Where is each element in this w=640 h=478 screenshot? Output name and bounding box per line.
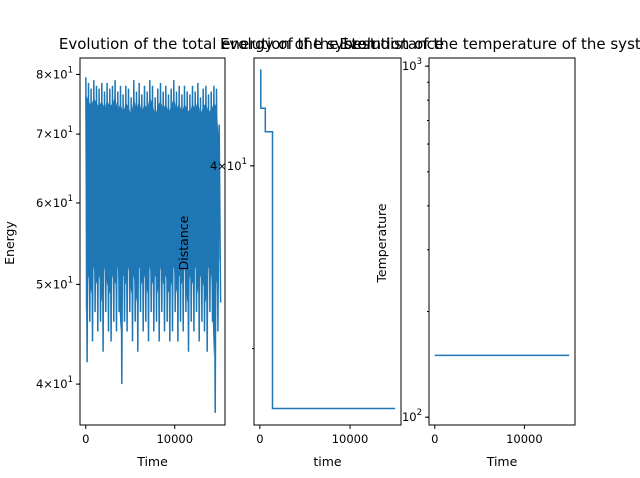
series-line bbox=[259, 69, 396, 410]
x-tick-label: 10000 bbox=[506, 432, 543, 446]
y-tick-mantissa: 10 bbox=[402, 59, 417, 73]
y-tick-mantissa: 8 bbox=[36, 67, 43, 81]
y-tick-mantissa: 7 bbox=[36, 127, 43, 141]
y-tick-exponent: 1 bbox=[68, 375, 73, 385]
y-tick-label: 5×101 bbox=[36, 275, 73, 291]
x-tick-label: 10000 bbox=[332, 432, 369, 446]
y-tick-exponent: 1 bbox=[68, 275, 73, 285]
y-tick-label: 4×101 bbox=[210, 157, 247, 173]
y-tick-times: ×10 bbox=[43, 277, 67, 291]
x-axis-label: Time bbox=[136, 454, 168, 469]
y-tick-mantissa: 4 bbox=[210, 159, 217, 173]
y-tick-label: 4×101 bbox=[36, 375, 73, 391]
y-tick-exponent: 1 bbox=[242, 157, 247, 167]
axes-frame bbox=[79, 57, 226, 426]
y-tick-mantissa: 6 bbox=[36, 196, 43, 210]
y-tick-mantissa: 4 bbox=[36, 377, 43, 391]
y-tick-label: 6×101 bbox=[36, 194, 73, 210]
y-tick-times: ×10 bbox=[43, 127, 67, 141]
y-tick-times: ×10 bbox=[43, 67, 67, 81]
y-tick-times: ×10 bbox=[43, 196, 67, 210]
y-tick-label: 8×101 bbox=[36, 65, 73, 81]
y-tick-mantissa: 10 bbox=[402, 410, 417, 424]
series-line bbox=[85, 77, 222, 413]
y-tick-mantissa: 5 bbox=[36, 277, 43, 291]
x-tick-label: 10000 bbox=[156, 432, 193, 446]
y-tick-exponent: 1 bbox=[68, 194, 73, 204]
y-tick-label: 102 bbox=[402, 408, 422, 424]
y-tick-exponent: 3 bbox=[417, 57, 422, 67]
y-tick-times: ×10 bbox=[43, 377, 67, 391]
y-axis-label: Energy bbox=[2, 221, 17, 265]
y-tick-exponent: 1 bbox=[68, 65, 73, 75]
x-tick-label: 0 bbox=[256, 432, 263, 446]
y-tick-label: 7×101 bbox=[36, 125, 73, 141]
chart-title: Evolution of the temperature of the syst… bbox=[339, 35, 640, 53]
y-tick-times: ×10 bbox=[217, 159, 241, 173]
y-tick-label: 103 bbox=[402, 57, 422, 73]
chart-title: Evolution of the best distance bbox=[220, 35, 444, 53]
y-tick-exponent: 1 bbox=[68, 125, 73, 135]
chart-title: Evolution of the total energy of the sys… bbox=[59, 35, 381, 53]
y-tick-exponent: 2 bbox=[417, 408, 422, 418]
x-tick-label: 0 bbox=[82, 432, 89, 446]
x-tick-label: 0 bbox=[431, 432, 438, 446]
axes-frame bbox=[253, 57, 402, 426]
axes-frame bbox=[428, 57, 576, 426]
x-axis-label: time bbox=[313, 454, 342, 469]
x-axis-label: Time bbox=[486, 454, 518, 469]
y-axis-label: Distance bbox=[176, 215, 191, 270]
y-axis-label: Temperature bbox=[374, 203, 389, 283]
